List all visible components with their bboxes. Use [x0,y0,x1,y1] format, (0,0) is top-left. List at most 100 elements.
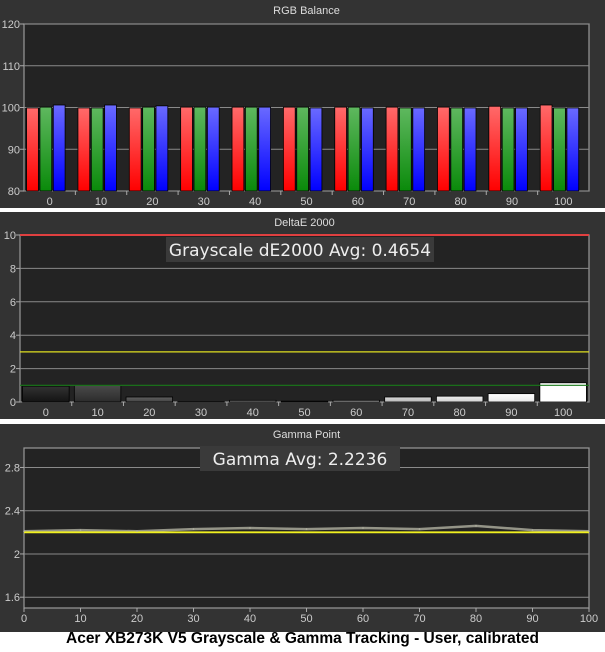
x-tick-label: 100 [554,196,572,208]
green-bar [90,107,104,192]
x-tick-label: 30 [187,613,199,625]
green-bar [193,106,207,192]
red-bar [282,106,296,192]
y-tick-label: 110 [2,61,20,73]
green-bar [244,106,258,192]
blue-bar [52,104,66,192]
red-bar [77,107,91,192]
gamma-point [305,528,308,530]
green-bar [296,106,309,192]
deltae-bar [436,395,484,403]
x-tick-label: 100 [554,407,572,419]
x-tick-label: 90 [526,613,538,625]
red-bar [26,107,39,192]
red-bar [437,106,450,192]
deltae-bar [539,382,587,403]
gamma-point [136,530,138,533]
y-tick-label: 120 [2,19,20,31]
gamma-point [531,529,534,531]
gamma-point [475,525,477,527]
blue-bar [258,106,271,192]
x-tick-label: 10 [95,196,107,208]
x-tick-label: 80 [470,613,482,625]
red-bar [539,104,553,192]
y-tick-label: 0 [10,397,16,409]
x-tick-label: 50 [300,196,312,208]
blue-bar [566,107,580,192]
chart-title: DeltaE 2000 [274,217,335,229]
green-bar [399,107,412,192]
deltae-bar [280,400,329,403]
y-tick-label: 90 [8,144,20,156]
deltae-bar [384,396,432,403]
blue-bar [206,106,220,192]
y-tick-label: 80 [8,186,20,198]
green-bar [450,107,464,192]
gamma-point [192,528,195,530]
blue-bar [361,107,374,192]
y-tick-label: 6 [10,297,16,309]
x-tick-label: 70 [403,196,415,208]
average-label: Grayscale dE2000 Avg: 0.4654 [169,241,431,261]
x-tick-label: 40 [244,613,256,625]
x-tick-label: 40 [249,196,261,208]
blue-bar [104,104,117,192]
x-tick-label: 10 [91,407,103,419]
gamma-point [588,530,590,533]
chart-title: RGB Balance [273,5,340,17]
red-bar [385,106,399,192]
y-tick-label: 2.4 [5,506,20,518]
x-tick-label: 80 [454,407,466,419]
green-bar [39,106,53,192]
x-tick-label: 0 [47,196,53,208]
y-tick-label: 1.6 [5,592,20,604]
red-bar [231,106,245,192]
deltae-bar [332,399,380,403]
green-bar [142,106,155,192]
deltae-bar [73,384,122,403]
blue-bar [515,107,528,192]
x-tick-label: 20 [131,613,143,625]
x-tick-label: 60 [357,613,369,625]
red-bar [488,105,502,192]
deltae-bar [487,393,536,403]
average-label: Gamma Avg: 2.2236 [213,450,388,470]
blue-bar [309,107,323,192]
y-tick-label: 10 [4,230,16,242]
x-tick-label: 100 [580,613,598,625]
x-tick-label: 60 [352,196,364,208]
x-tick-label: 0 [21,613,27,625]
x-tick-label: 70 [413,613,425,625]
y-tick-label: 2 [14,549,20,561]
chart-caption: Acer XB273K V5 Grayscale & Gamma Trackin… [66,630,539,647]
x-tick-label: 20 [146,196,158,208]
x-tick-label: 50 [298,407,310,419]
red-bar [128,107,142,192]
x-tick-label: 20 [143,407,155,419]
average-label-box [166,237,434,262]
x-tick-label: 30 [195,407,207,419]
gamma-point [23,530,25,533]
chart-title: Gamma Point [273,429,340,441]
x-tick-label: 40 [247,407,259,419]
blue-bar [155,105,169,192]
y-tick-label: 4 [10,330,16,342]
x-tick-label: 70 [402,407,414,419]
y-tick-label: 8 [10,263,16,275]
x-tick-label: 60 [350,407,362,419]
blue-bar [463,107,477,192]
gamma-point [418,528,421,530]
x-tick-label: 90 [506,196,518,208]
x-tick-label: 50 [300,613,312,625]
gamma-point [79,529,82,531]
gamma-point [249,527,251,529]
x-tick-label: 80 [454,196,466,208]
average-label-box [200,446,400,471]
deltae-bar [22,385,70,403]
green-bar [501,107,515,192]
red-bar [180,106,193,192]
blue-bar [412,107,426,192]
red-bar [334,106,347,192]
gamma-chart: Gamma Point 1.6 2 2.4 2.8 0 10 20 30 40 50 60 70 80 90… [0,424,605,632]
